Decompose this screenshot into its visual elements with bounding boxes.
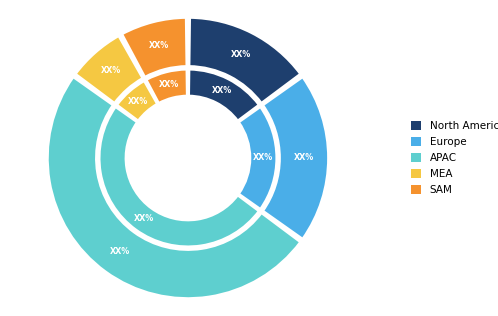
Text: XX%: XX% (212, 86, 232, 95)
Text: XX%: XX% (159, 81, 179, 89)
Wedge shape (189, 69, 259, 121)
Text: XX%: XX% (110, 247, 130, 256)
Text: XX%: XX% (149, 41, 169, 50)
Wedge shape (263, 77, 328, 239)
Text: XX%: XX% (253, 154, 273, 162)
Wedge shape (117, 81, 157, 121)
Text: XX%: XX% (133, 215, 154, 223)
Wedge shape (47, 77, 300, 298)
Legend: North America, Europe, APAC, MEA, SAM: North America, Europe, APAC, MEA, SAM (411, 121, 498, 195)
Wedge shape (75, 36, 143, 103)
Wedge shape (99, 107, 259, 247)
Wedge shape (189, 18, 300, 103)
Wedge shape (146, 69, 187, 103)
Text: XX%: XX% (128, 97, 148, 106)
Text: XX%: XX% (231, 50, 251, 59)
Text: XX%: XX% (101, 66, 122, 76)
Text: XX%: XX% (294, 154, 314, 162)
Wedge shape (239, 107, 277, 209)
Wedge shape (122, 18, 187, 77)
